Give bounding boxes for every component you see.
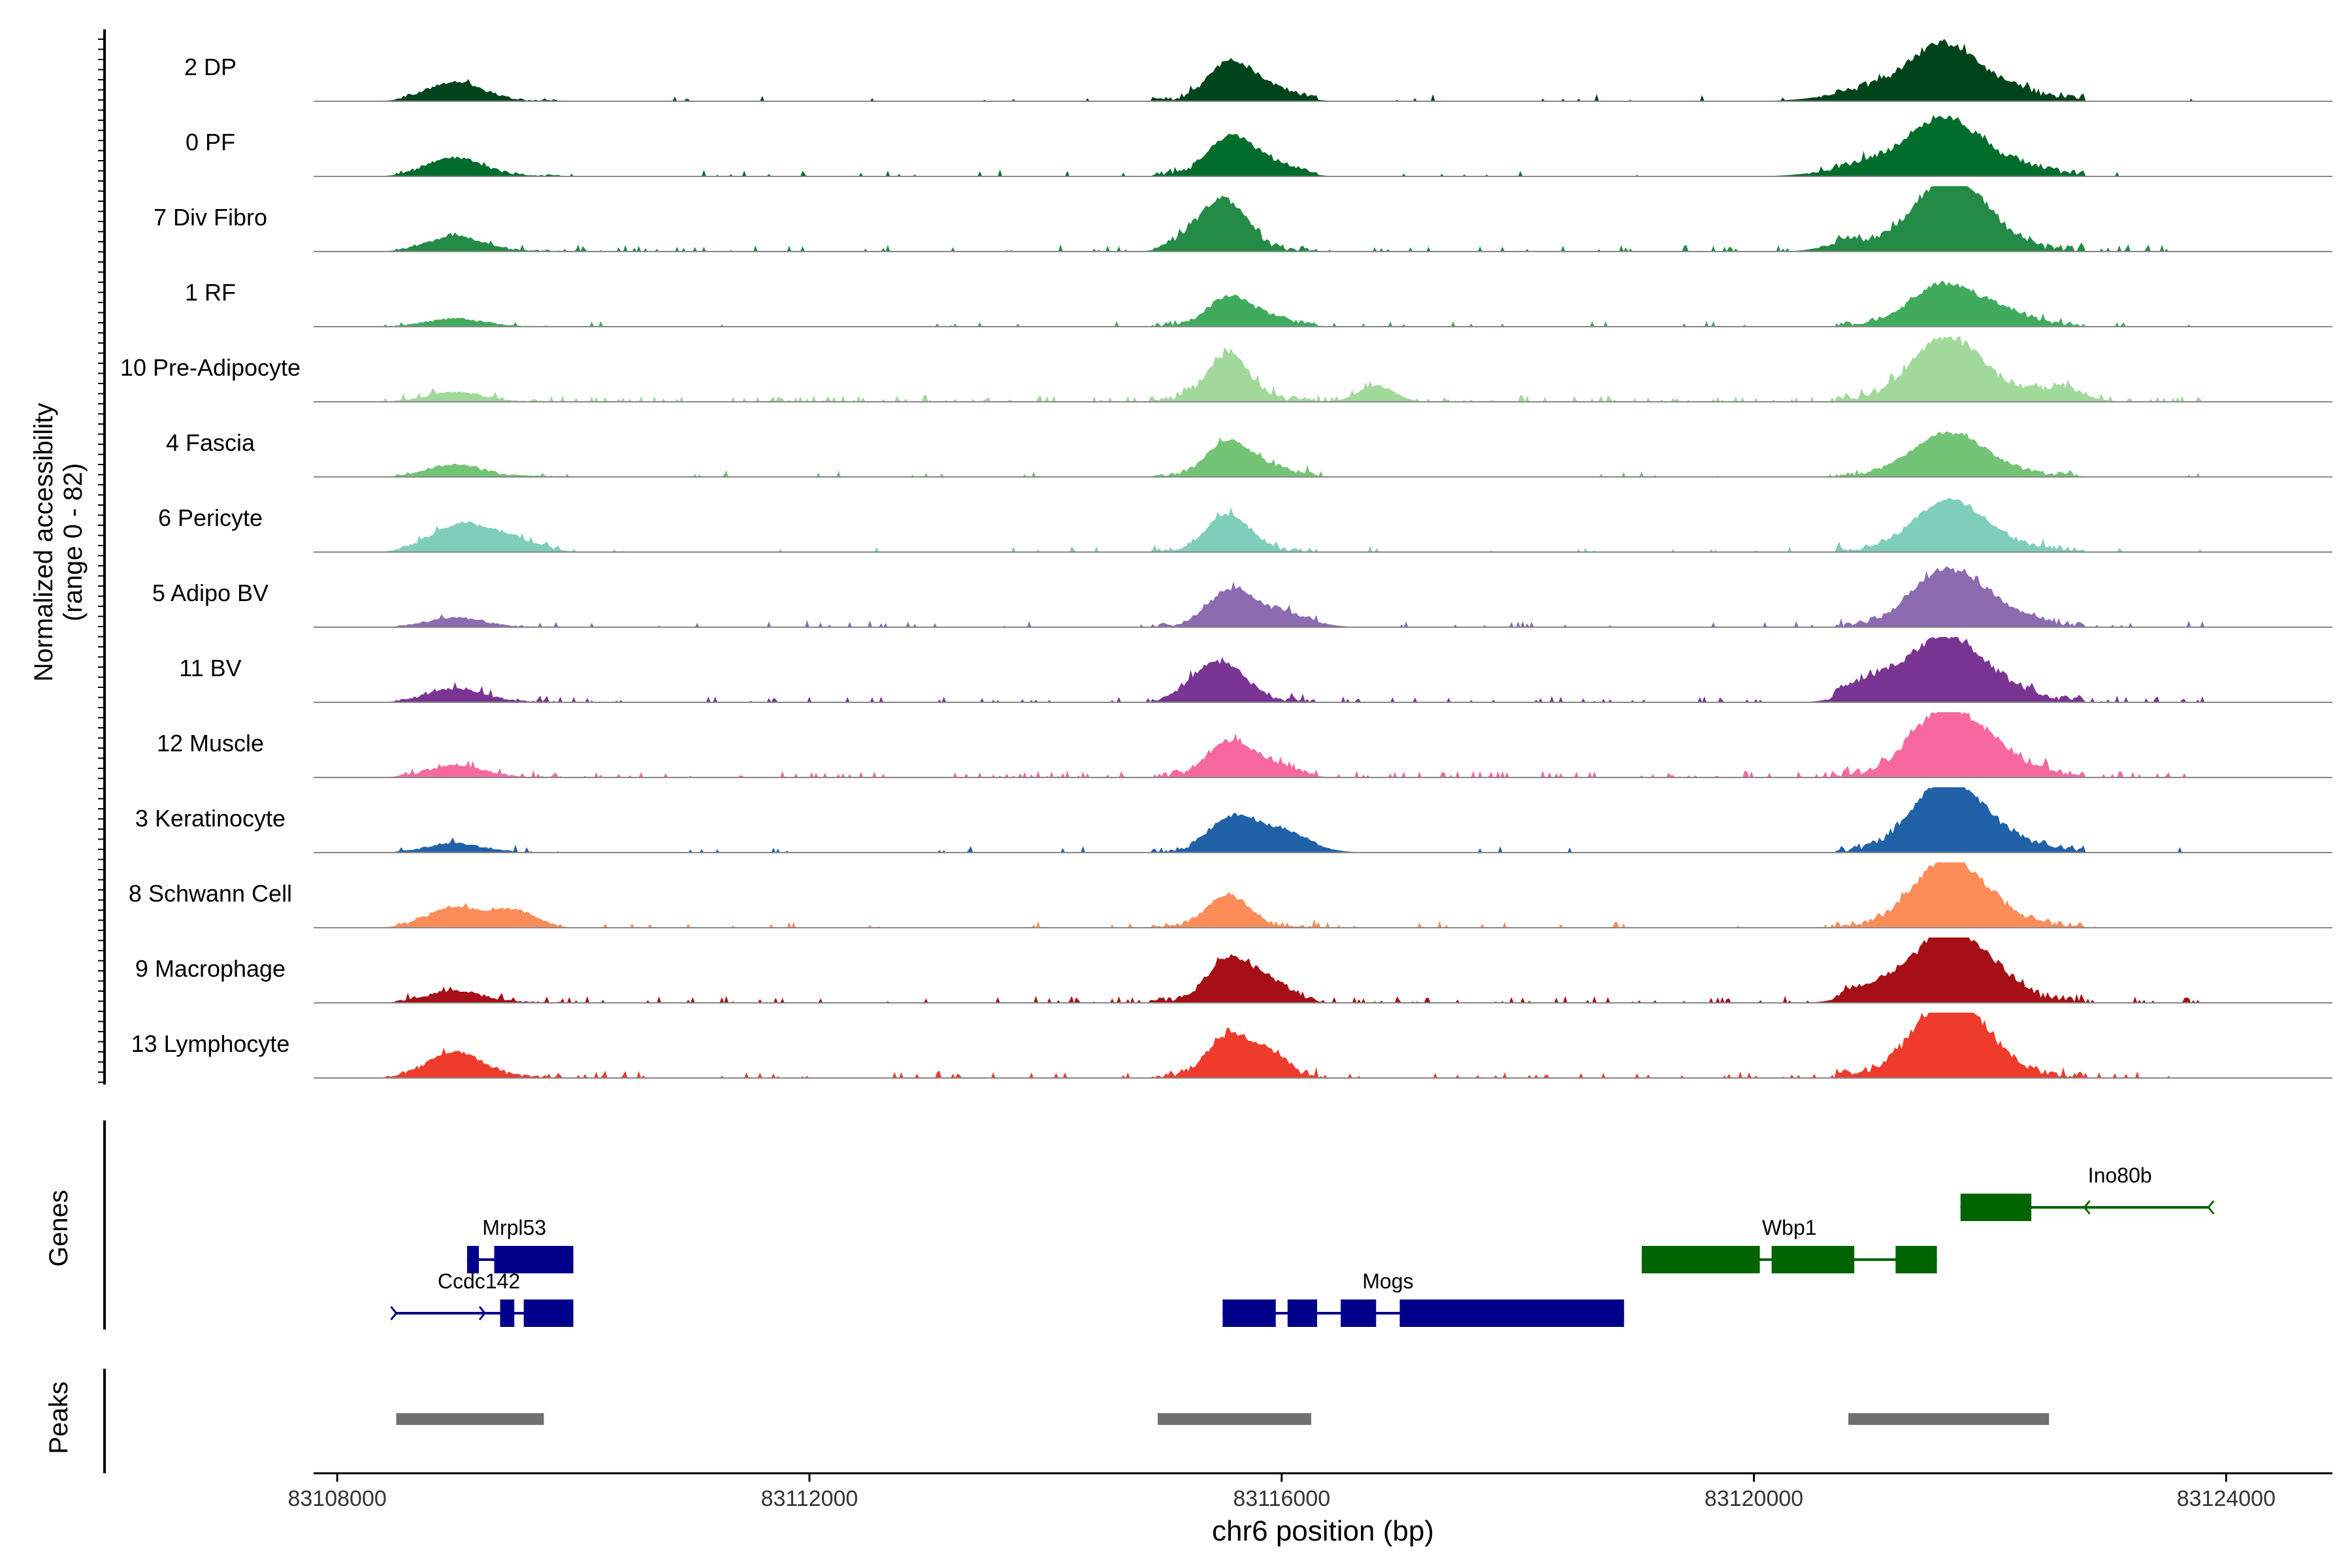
gene-exon [1341,1299,1377,1327]
x-tick-label: 83108000 [287,1486,386,1511]
gene-label: Mrpl53 [482,1216,546,1239]
track-area [314,186,2332,252]
gene-label: Wbp1 [1762,1216,1817,1239]
gene-strand-chevron [390,1306,398,1320]
track-area [314,712,2332,777]
track-area [314,431,2332,477]
track-area [314,280,2332,327]
gene-exon [1399,1299,1624,1327]
gene-exon [466,1246,479,1273]
y-axis-label-line2: (range 0 - 82) [59,463,88,621]
peak-bar [1158,1413,1311,1425]
track-6-pericyte: 6 Pericyte [158,497,2332,553]
track-4-fascia: 4 Fascia [166,429,2332,478]
track-area [314,862,2332,928]
track-area [314,336,2332,402]
track-1-rf: 1 RF [185,279,2332,327]
x-axis-label: chr6 position (bp) [1212,1515,1434,1547]
peak-bar [1848,1413,2050,1425]
track-label: 3 Keratinocyte [135,805,286,832]
track-5-adipo-bv: 5 Adipo BV [152,566,2332,628]
track-area [314,637,2332,702]
track-label: 1 RF [185,279,236,306]
track-11-bv: 11 BV [179,637,2332,703]
y-axis-label: Normalized accessibility (range 0 - 82) [29,403,88,682]
track-7-div-fibro: 7 Div Fibro [154,186,2332,252]
track-label: 4 Fascia [166,429,255,456]
gene-mogs: Mogs [1222,1269,1624,1327]
track-8-schwann-cell: 8 Schwann Cell [129,862,2332,928]
x-axis: 83108000 83112000 83116000 83120000 83124000 [287,1472,2332,1511]
track-label: 10 Pre-Adipocyte [120,354,301,381]
gene-label: Ino80b [2088,1164,2152,1187]
track-label: 6 Pericyte [158,504,263,531]
track-label: 7 Div Fibro [154,204,267,231]
gene-label: Mogs [1362,1269,1413,1293]
track-label: 8 Schwann Cell [129,880,292,907]
track-13-lymphocyte: 13 Lymphocyte [131,1013,2332,1079]
track-area [314,566,2332,627]
peak-regions [396,1413,2050,1425]
track-y-axis [98,29,106,1085]
track-label: 0 PF [186,129,235,155]
gene-exon [1895,1246,1937,1273]
gene-exon [523,1299,574,1327]
track-label: 9 Macrophage [135,955,286,982]
track-area [314,497,2332,552]
peak-bar [396,1413,544,1425]
track-area [314,1013,2332,1078]
track-area [314,938,2332,1003]
track-12-muscle: 12 Muscle [157,712,2332,778]
gene-exon [1641,1246,1760,1273]
gene-strand-chevron [478,1306,486,1320]
track-9-macrophage: 9 Macrophage [135,938,2332,1004]
x-tick-label: 83120000 [1705,1486,1803,1511]
track-label: 11 BV [179,655,241,681]
gene-exon [1960,1194,2032,1221]
track-label: 2 DP [184,54,237,80]
gene-ino80b: Ino80b [1960,1164,2215,1221]
track-label: 5 Adipo BV [152,580,269,606]
gene-exon [494,1246,574,1273]
gene-exon [1222,1299,1276,1327]
track-area [314,114,2332,176]
x-tick-label: 83124000 [2177,1486,2276,1511]
accessibility-tracks: 2 DP 0 PF 7 Div Fibro 1 RF 10 Pre-Adipocyte 4… [120,39,2332,1079]
gene-exon [500,1299,515,1327]
gene-strand-chevron [2207,1200,2215,1215]
genes-panel-label: Genes [44,1190,73,1267]
y-axis-label-line1: Normalized accessibility [29,403,58,682]
track-2-dp: 2 DP [184,39,2332,102]
gene-wbp1: Wbp1 [1641,1216,1937,1273]
gene-label: Ccdc142 [438,1269,520,1293]
gene-ccdc142: Ccdc142 [390,1269,574,1327]
track-10-pre-adipocyte: 10 Pre-Adipocyte [120,336,2332,402]
peaks-panel-label: Peaks [44,1381,73,1454]
gene-annotations: Mrpl53 Ccdc142 Mogs Wbp1 Ino80b [390,1164,2215,1327]
track-0-pf: 0 PF [186,114,2332,177]
gene-strand-chevron [2083,1200,2091,1215]
track-label: 12 Muscle [157,730,264,757]
track-label: 13 Lymphocyte [131,1030,290,1057]
track-area [314,787,2332,853]
track-area [314,39,2332,101]
gene-mrpl53: Mrpl53 [466,1216,574,1273]
track-3-keratinocyte: 3 Keratinocyte [135,787,2332,853]
x-tick-label: 83116000 [1233,1486,1330,1511]
gene-exon [1287,1299,1317,1327]
gene-exon [1771,1246,1855,1273]
x-tick-label: 83112000 [761,1486,858,1511]
